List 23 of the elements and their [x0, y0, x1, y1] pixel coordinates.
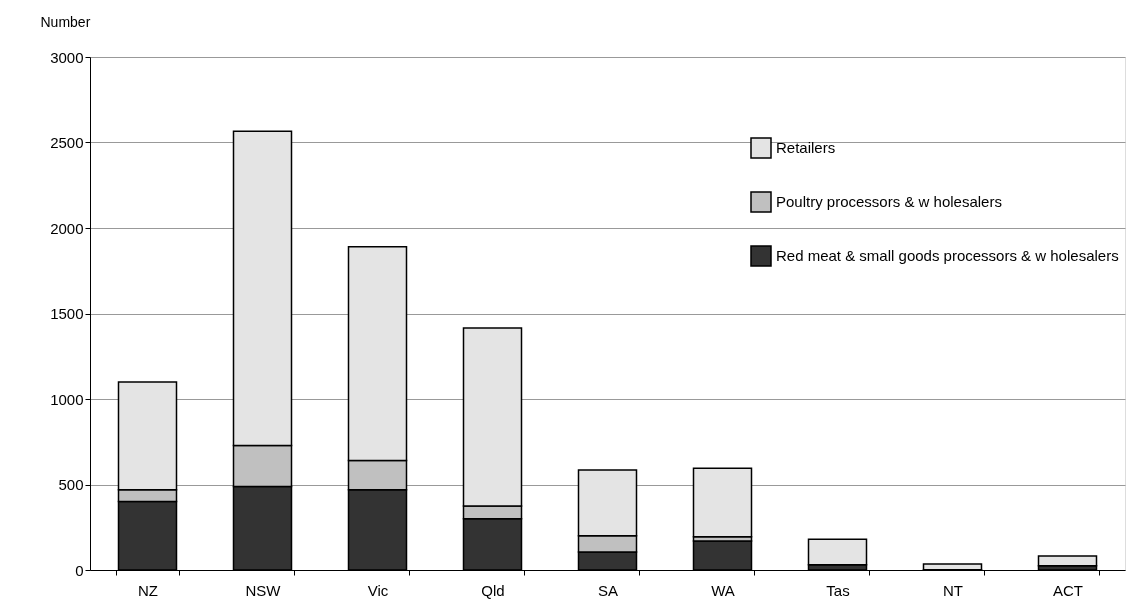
legend-label: Red meat & small goods processors & w holesalers: [776, 247, 1119, 264]
x-tick-label: ACT: [1053, 581, 1083, 599]
x-tick-label: Qld: [481, 581, 505, 599]
x-tick-label: Vic: [367, 581, 389, 599]
bar: [922, 563, 983, 571]
legend-label: Retailers: [776, 139, 836, 156]
y-axis-title: Number: [40, 13, 91, 30]
x-tick-label: WA: [711, 581, 735, 599]
bar: [1037, 555, 1098, 567]
x-tick-label: SA: [597, 581, 619, 599]
x-tick-label: NSW: [245, 581, 282, 599]
x-tick-label: NT: [943, 581, 963, 599]
bar: [692, 467, 753, 538]
y-tick-label: 1000: [50, 390, 84, 408]
y-tick-label: 3000: [50, 48, 84, 66]
x-tick-label: NZ: [138, 581, 158, 599]
legend-label: Poultry processors & w holesalers: [776, 193, 1002, 210]
y-tick-label: 0: [75, 561, 84, 579]
y-tick-label: 500: [58, 476, 84, 493]
y-tick-label: 2000: [50, 219, 84, 237]
y-tick-label: 2500: [50, 134, 84, 151]
x-tick-label: Tas: [826, 581, 850, 599]
y-tick-label: 1500: [50, 305, 84, 322]
